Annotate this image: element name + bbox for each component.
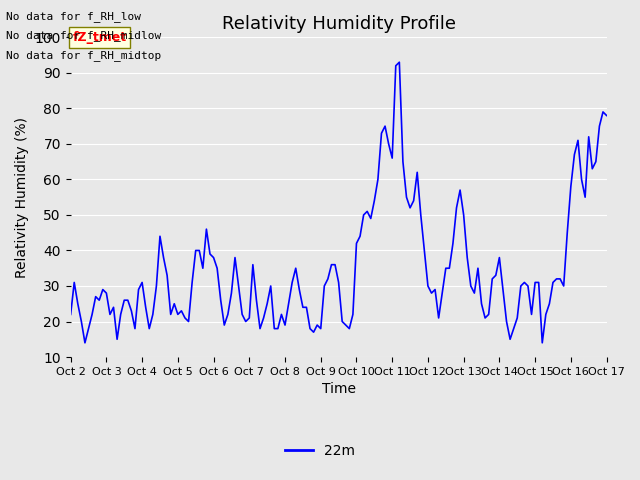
Text: fZ_tmet: fZ_tmet xyxy=(72,31,127,44)
Text: No data for f_RH_midlow: No data for f_RH_midlow xyxy=(6,30,162,41)
Text: No data for f_RH_midtop: No data for f_RH_midtop xyxy=(6,49,162,60)
Legend:  xyxy=(333,409,344,420)
Y-axis label: Relativity Humidity (%): Relativity Humidity (%) xyxy=(15,117,29,278)
X-axis label: Time: Time xyxy=(322,382,356,396)
Title: Relativity Humidity Profile: Relativity Humidity Profile xyxy=(221,15,456,33)
Legend: 22m: 22m xyxy=(280,438,360,464)
Text: No data for f_RH_low: No data for f_RH_low xyxy=(6,11,141,22)
